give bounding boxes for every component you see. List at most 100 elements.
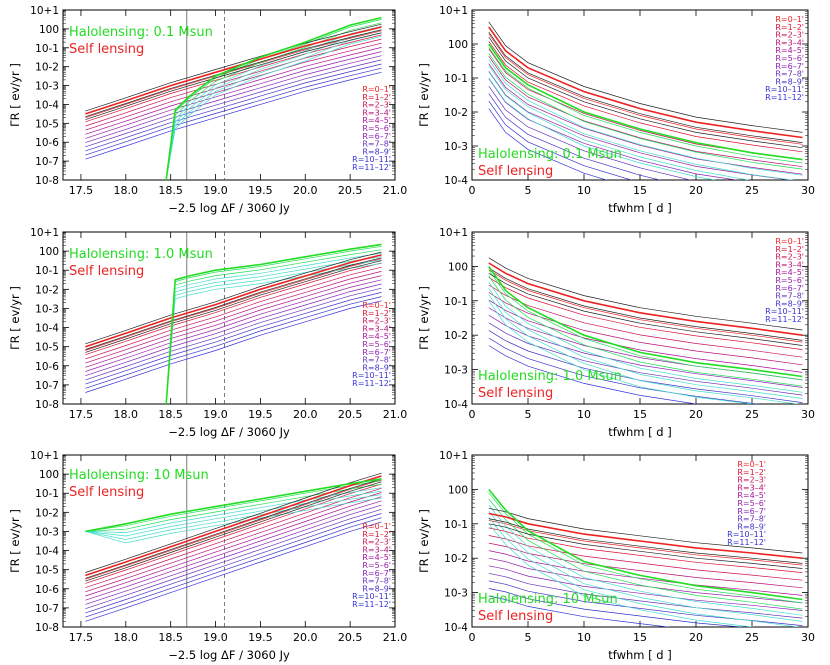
halo-bundle-line bbox=[165, 29, 382, 180]
legend-entry: R=6–7' bbox=[362, 348, 391, 357]
x-tick-label: 19.0 bbox=[203, 184, 228, 197]
y-tick-label: 10-4 bbox=[35, 323, 59, 335]
x-tick-label: 21.0 bbox=[383, 408, 408, 421]
series-lines bbox=[488, 488, 803, 627]
black-bundle-line bbox=[488, 257, 803, 331]
legend-entry: R=10–11' bbox=[765, 307, 804, 316]
x-tick-label: 17.5 bbox=[69, 184, 94, 197]
series-line-5 bbox=[488, 557, 803, 604]
self-lensing-line bbox=[488, 512, 803, 559]
legend-entry: R=2–3' bbox=[362, 538, 391, 547]
legend-entry: R=6–7' bbox=[362, 569, 391, 578]
y-tick-label: 10+1 bbox=[439, 227, 468, 239]
x-tick-label: 30 bbox=[801, 184, 815, 197]
y-tick-label: 10-3 bbox=[35, 526, 59, 538]
halo-bundle-line bbox=[488, 288, 803, 399]
y-axis-label: ΓR [ ev/yr ] bbox=[417, 286, 431, 350]
legend-entry: R=8–9' bbox=[775, 299, 804, 308]
legend-entry: R=5–6' bbox=[362, 561, 391, 570]
series-line-2 bbox=[85, 266, 382, 360]
black-bundle-line bbox=[488, 31, 803, 143]
legend-entry: R=6–7' bbox=[775, 284, 804, 293]
y-tick-label: 10-8 bbox=[35, 622, 59, 634]
y-tick-label: 100 bbox=[448, 261, 468, 273]
series-line-6 bbox=[85, 55, 382, 143]
x-tick-label: 19.0 bbox=[203, 408, 228, 421]
series-line-7 bbox=[488, 85, 692, 180]
y-tick-label: 10-1 bbox=[35, 265, 59, 277]
series-line-5 bbox=[488, 70, 793, 180]
halolensing-line bbox=[165, 243, 382, 404]
x-tick-label: 18.5 bbox=[158, 631, 183, 644]
y-axis-label: ΓR [ ev/yr ] bbox=[8, 63, 22, 127]
black-bundle-line bbox=[85, 251, 382, 345]
legend-entry: R=3–4' bbox=[775, 38, 804, 47]
legend-entry: R=6–7' bbox=[362, 132, 391, 141]
x-tick-label: 5 bbox=[525, 408, 532, 421]
chart-panel-mag-1.0: 10-8 10-7 10-6 10-5 10-4 10-3 10-2 10-1 100 10+1 1… bbox=[8, 227, 407, 439]
chart-panel-mag-10: 10-8 10-7 10-6 10-5 10-4 10-3 10-2 10-1 100 10+1 1… bbox=[8, 450, 407, 662]
chart-panel-tfwhm-0.1: 10-4 10-3 10-2 10-1 100 10+1 0 5 10 15 20 25 30 tfwhm… bbox=[417, 5, 815, 215]
y-tick-label: 10-3 bbox=[444, 588, 468, 600]
black-bundle-line bbox=[85, 481, 382, 582]
legend-entry: R=4–5' bbox=[362, 553, 391, 562]
x-tick-label: 0 bbox=[469, 184, 476, 197]
black-bundle-line bbox=[85, 478, 382, 579]
legend-entry: R=4–5' bbox=[775, 268, 804, 277]
legend-entry: R=5–6' bbox=[362, 340, 391, 349]
series-line-9 bbox=[488, 337, 760, 404]
x-tick-label: 15 bbox=[633, 184, 647, 197]
halo-bundle-line bbox=[85, 490, 382, 537]
series-line-1 bbox=[488, 41, 803, 153]
x-tick-label: 20.0 bbox=[293, 408, 318, 421]
series-line-10 bbox=[85, 521, 382, 622]
series-line-6 bbox=[488, 78, 739, 180]
self-lensing-line bbox=[488, 262, 803, 336]
x-tick-label: 25 bbox=[745, 184, 759, 197]
legend-entry: R=1–2' bbox=[775, 245, 804, 254]
series-line-4 bbox=[85, 275, 382, 368]
y-axis-label: ΓR [ ev/yr ] bbox=[417, 509, 431, 573]
y-tick-label: 100 bbox=[39, 246, 59, 258]
x-tick-label: 20 bbox=[689, 408, 703, 421]
legend-entry: R=1–2' bbox=[362, 530, 391, 539]
annotation-self-lensing: Self lensing bbox=[69, 264, 144, 279]
legend-entry: R=10–11' bbox=[352, 371, 391, 380]
legend-entry: R=3–4' bbox=[362, 545, 391, 554]
legend-entry: R=10–11' bbox=[727, 530, 766, 539]
y-tick-label: 10-8 bbox=[35, 175, 59, 187]
legend-entry: R=4–5' bbox=[362, 116, 391, 125]
series-line-6 bbox=[85, 504, 382, 605]
y-tick-label: 10-6 bbox=[35, 584, 59, 596]
legend-entry: R=7–8' bbox=[362, 577, 391, 586]
x-tick-label: 21.0 bbox=[383, 631, 408, 644]
self-lensing-line bbox=[488, 26, 803, 139]
legend-entry: R=7–8' bbox=[775, 292, 804, 301]
series-line-8 bbox=[488, 330, 803, 403]
x-tick-label: 18.5 bbox=[158, 408, 183, 421]
x-axis-label: tfwhm [ d ] bbox=[608, 201, 672, 215]
halo-bundle-line bbox=[488, 523, 755, 627]
series-line-5 bbox=[85, 279, 382, 372]
y-tick-label: 10+1 bbox=[30, 5, 59, 17]
annotation-self-lensing: Self lensing bbox=[478, 386, 553, 401]
black-bundle-line bbox=[488, 267, 803, 341]
black-bundle-line bbox=[488, 518, 803, 564]
y-tick-label: 10-2 bbox=[444, 553, 468, 565]
legend-entry: R=3–4' bbox=[775, 260, 804, 269]
halo-bundle-line bbox=[488, 275, 803, 387]
annotation-halolensing: Halolensing: 10 Msun bbox=[69, 468, 209, 483]
y-tick-label: 10-2 bbox=[444, 107, 468, 119]
series-line-0 bbox=[85, 258, 382, 351]
black-bundle-line bbox=[85, 23, 382, 112]
halo-bundle-line bbox=[165, 263, 382, 404]
series-line-1 bbox=[488, 277, 803, 350]
series-line-4 bbox=[488, 63, 803, 175]
y-tick-label: 10-2 bbox=[444, 330, 468, 342]
black-bundle-line bbox=[85, 29, 382, 118]
series-line-6 bbox=[488, 565, 803, 611]
halo-bundle-line bbox=[85, 480, 382, 532]
legend-entry: R=10–11' bbox=[352, 592, 391, 601]
legend-entry: R=11–12' bbox=[727, 538, 766, 547]
series-line-7 bbox=[488, 322, 803, 396]
